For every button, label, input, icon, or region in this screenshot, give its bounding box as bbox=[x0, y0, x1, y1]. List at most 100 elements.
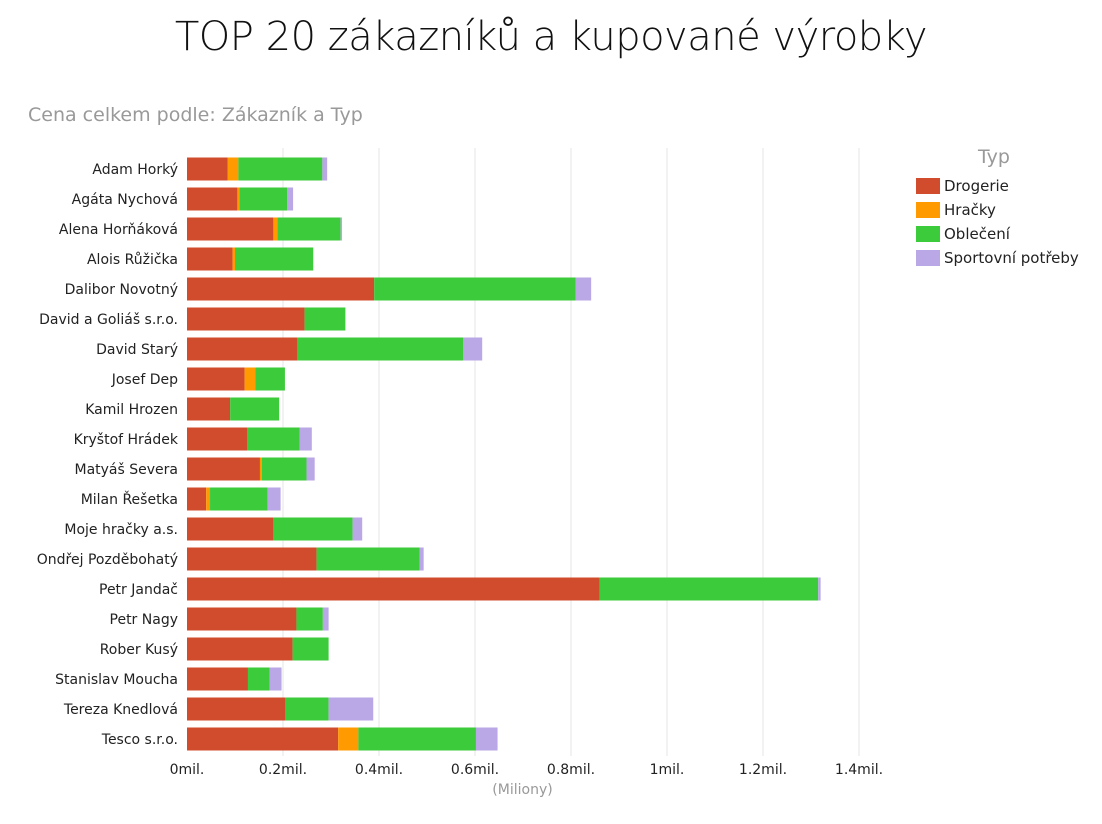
bar-segment[interactable] bbox=[247, 427, 300, 451]
legend-item[interactable]: Sportovní potřeby bbox=[916, 246, 1079, 270]
y-category-label: Stanislav Moucha bbox=[55, 672, 178, 688]
x-tick-label: 1mil. bbox=[650, 762, 685, 778]
bar-segment[interactable] bbox=[269, 667, 282, 691]
bar-segment[interactable] bbox=[187, 517, 274, 541]
bar-segment[interactable] bbox=[267, 487, 281, 511]
x-tick-label: 0.2mil. bbox=[259, 762, 307, 778]
bar-segment[interactable] bbox=[187, 397, 231, 421]
bar-segment[interactable] bbox=[232, 247, 235, 271]
x-tick-label: 1.4mil. bbox=[835, 762, 883, 778]
x-tick-label: 0.6mil. bbox=[451, 762, 499, 778]
bar-segment[interactable] bbox=[255, 367, 285, 391]
bar-segment[interactable] bbox=[358, 727, 476, 751]
bar-segment[interactable] bbox=[187, 667, 248, 691]
chart-subtitle: Cena celkem podle: Zákazník a Typ bbox=[28, 104, 363, 126]
bar-segment[interactable] bbox=[187, 607, 297, 631]
y-category-label: Dalibor Novotný bbox=[65, 282, 178, 298]
bar-segment[interactable] bbox=[187, 547, 317, 571]
bar-segment[interactable] bbox=[352, 517, 363, 541]
bar-segment[interactable] bbox=[292, 637, 329, 661]
y-category-label: Agáta Nychová bbox=[72, 192, 178, 208]
bar-segment[interactable] bbox=[297, 337, 463, 361]
legend-swatch bbox=[916, 250, 940, 266]
bar-segment[interactable] bbox=[210, 487, 268, 511]
chart-title: TOP 20 zákazníků a kupované výrobky bbox=[174, 14, 928, 60]
y-category-label: Moje hračky a.s. bbox=[64, 522, 178, 538]
legend-label: Oblečení bbox=[944, 225, 1010, 243]
bar-segment[interactable] bbox=[322, 607, 329, 631]
bar-segment[interactable] bbox=[419, 547, 424, 571]
bar-segment[interactable] bbox=[187, 427, 247, 451]
y-category-label: Adam Horký bbox=[92, 162, 178, 178]
bar-segment[interactable] bbox=[818, 577, 821, 601]
bar-segment[interactable] bbox=[230, 397, 280, 421]
bar-segment[interactable] bbox=[187, 307, 305, 331]
bar-segment[interactable] bbox=[338, 727, 359, 751]
bar-segment[interactable] bbox=[287, 187, 294, 211]
bar-segment[interactable] bbox=[187, 157, 228, 181]
y-category-label: Rober Kusý bbox=[100, 642, 178, 658]
x-tick-label: 0.4mil. bbox=[355, 762, 403, 778]
legend: Typ Drogerie Hračky Oblečení Sportovní potř… bbox=[916, 146, 1079, 270]
bar-segment[interactable] bbox=[187, 277, 375, 301]
bar-segment[interactable] bbox=[187, 577, 600, 601]
bar-segment[interactable] bbox=[316, 547, 420, 571]
bar-segment[interactable] bbox=[187, 337, 298, 361]
bar-segment[interactable] bbox=[206, 487, 211, 511]
bar-segment[interactable] bbox=[187, 487, 207, 511]
bar-segment[interactable] bbox=[261, 457, 307, 481]
bar-segment[interactable] bbox=[187, 637, 293, 661]
bar-segment[interactable] bbox=[227, 157, 239, 181]
legend-item[interactable]: Drogerie bbox=[916, 174, 1079, 198]
bar-segment[interactable] bbox=[273, 517, 353, 541]
bar-segment[interactable] bbox=[328, 697, 374, 721]
bar-segment[interactable] bbox=[244, 367, 256, 391]
legend-label: Drogerie bbox=[944, 177, 1009, 195]
bar-segment[interactable] bbox=[306, 457, 315, 481]
bar-segment[interactable] bbox=[235, 247, 314, 271]
bar-segment[interactable] bbox=[296, 607, 323, 631]
bar-segment[interactable] bbox=[299, 427, 312, 451]
bar-segment[interactable] bbox=[285, 697, 329, 721]
y-category-label: Alois Růžička bbox=[87, 252, 178, 268]
y-category-label: Ondřej Pozděbohatý bbox=[37, 552, 178, 568]
y-category-label: Milan Řešetka bbox=[81, 491, 178, 508]
y-category-label: Tereza Knedlová bbox=[63, 702, 178, 718]
bar-segment[interactable] bbox=[187, 187, 238, 211]
legend-label: Hračky bbox=[944, 201, 996, 219]
bar-segment[interactable] bbox=[277, 217, 341, 241]
bar-segment[interactable] bbox=[575, 277, 592, 301]
legend-swatch bbox=[916, 202, 940, 218]
legend-item[interactable]: Hračky bbox=[916, 198, 1079, 222]
bar-segment[interactable] bbox=[187, 367, 245, 391]
bar-segment[interactable] bbox=[247, 667, 270, 691]
bar-segment[interactable] bbox=[237, 187, 240, 211]
bar-segment[interactable] bbox=[259, 457, 262, 481]
bar-segment[interactable] bbox=[238, 157, 323, 181]
bar-segment[interactable] bbox=[187, 727, 339, 751]
y-category-label: Kamil Hrozen bbox=[85, 402, 178, 418]
bar-segment[interactable] bbox=[340, 217, 343, 241]
y-category-label: Matyáš Severa bbox=[75, 462, 179, 478]
legend-label: Sportovní potřeby bbox=[944, 249, 1079, 267]
bar-segment[interactable] bbox=[187, 247, 233, 271]
bar-segment[interactable] bbox=[187, 457, 260, 481]
bar-segment[interactable] bbox=[187, 217, 274, 241]
legend-item[interactable]: Oblečení bbox=[916, 222, 1079, 246]
bar-segment[interactable] bbox=[322, 157, 328, 181]
x-tick-label: 0.8mil. bbox=[547, 762, 595, 778]
bar-segment[interactable] bbox=[463, 337, 483, 361]
bar-segment[interactable] bbox=[599, 577, 819, 601]
legend-swatch bbox=[916, 178, 940, 194]
legend-swatch bbox=[916, 226, 940, 242]
y-category-label: Kryštof Hrádek bbox=[74, 432, 179, 448]
bar-segment[interactable] bbox=[273, 217, 278, 241]
bar-segment[interactable] bbox=[187, 697, 286, 721]
y-category-label: David Starý bbox=[96, 342, 178, 358]
bar-segment[interactable] bbox=[475, 727, 498, 751]
y-category-label: Tesco s.r.o. bbox=[101, 732, 178, 748]
bar-segment[interactable] bbox=[374, 277, 576, 301]
bar-segment[interactable] bbox=[239, 187, 288, 211]
bar-segment[interactable] bbox=[304, 307, 346, 331]
